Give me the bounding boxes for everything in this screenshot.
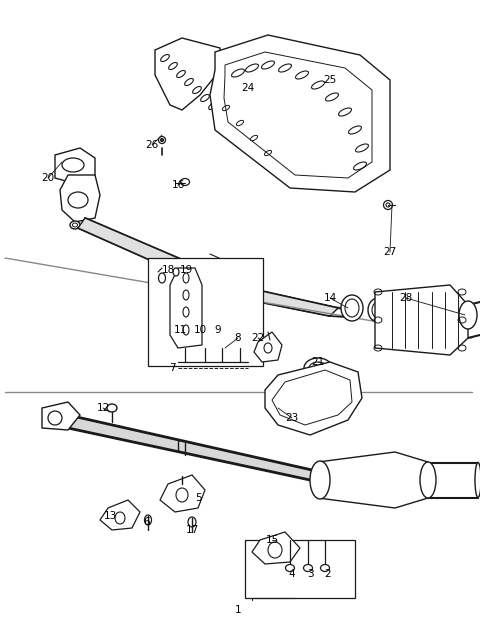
- Ellipse shape: [183, 273, 189, 283]
- Ellipse shape: [304, 358, 332, 378]
- Polygon shape: [60, 175, 100, 222]
- Text: 10: 10: [193, 325, 206, 335]
- Text: 18: 18: [161, 265, 175, 275]
- Ellipse shape: [341, 295, 363, 321]
- Text: 19: 19: [180, 265, 192, 275]
- Ellipse shape: [459, 301, 477, 329]
- Text: 11: 11: [173, 325, 187, 335]
- Bar: [245, 540, 355, 598]
- Ellipse shape: [420, 462, 436, 498]
- Text: 12: 12: [96, 403, 109, 413]
- Text: 15: 15: [265, 535, 278, 545]
- Ellipse shape: [303, 565, 312, 572]
- Text: 16: 16: [171, 180, 185, 190]
- Text: 1: 1: [235, 605, 241, 615]
- Text: 27: 27: [384, 247, 396, 257]
- Text: 7: 7: [168, 363, 175, 373]
- Ellipse shape: [183, 325, 189, 335]
- Polygon shape: [210, 35, 390, 192]
- Ellipse shape: [180, 178, 190, 185]
- Text: 2: 2: [324, 569, 331, 579]
- Polygon shape: [68, 415, 312, 480]
- Polygon shape: [224, 52, 372, 178]
- Text: 9: 9: [215, 325, 221, 335]
- Ellipse shape: [286, 565, 295, 572]
- Polygon shape: [155, 38, 220, 110]
- Polygon shape: [55, 148, 95, 185]
- Ellipse shape: [310, 461, 330, 499]
- Polygon shape: [42, 402, 80, 430]
- Polygon shape: [240, 288, 338, 316]
- Text: 24: 24: [241, 83, 254, 93]
- Text: 13: 13: [103, 511, 117, 521]
- Polygon shape: [254, 332, 282, 362]
- Ellipse shape: [183, 307, 189, 317]
- Text: 23: 23: [286, 413, 299, 423]
- Polygon shape: [78, 218, 248, 300]
- Ellipse shape: [188, 517, 196, 527]
- Polygon shape: [160, 475, 205, 512]
- Text: 8: 8: [235, 333, 241, 343]
- Polygon shape: [265, 362, 362, 435]
- Polygon shape: [170, 268, 202, 348]
- Text: 22: 22: [252, 333, 264, 343]
- Text: 3: 3: [307, 569, 313, 579]
- Ellipse shape: [384, 200, 393, 210]
- Text: 28: 28: [399, 293, 413, 303]
- Text: 21: 21: [312, 357, 324, 367]
- Text: 4: 4: [288, 569, 295, 579]
- Polygon shape: [252, 532, 300, 564]
- Bar: [148, 258, 263, 366]
- Ellipse shape: [173, 268, 179, 276]
- Text: 25: 25: [324, 75, 336, 85]
- Polygon shape: [375, 285, 468, 355]
- Ellipse shape: [321, 565, 329, 572]
- Ellipse shape: [70, 221, 80, 229]
- Ellipse shape: [160, 139, 164, 142]
- Text: 5: 5: [195, 493, 201, 503]
- Ellipse shape: [158, 137, 166, 144]
- Text: 20: 20: [41, 173, 55, 183]
- Ellipse shape: [144, 515, 152, 525]
- Text: 14: 14: [324, 293, 336, 303]
- Text: 6: 6: [144, 517, 150, 527]
- Ellipse shape: [107, 404, 117, 412]
- Text: 17: 17: [185, 525, 199, 535]
- Ellipse shape: [368, 298, 388, 322]
- Ellipse shape: [158, 273, 166, 283]
- Ellipse shape: [475, 462, 480, 497]
- Polygon shape: [100, 500, 140, 530]
- Polygon shape: [318, 452, 428, 508]
- Polygon shape: [272, 370, 352, 425]
- Text: 26: 26: [145, 140, 158, 150]
- Ellipse shape: [183, 290, 189, 300]
